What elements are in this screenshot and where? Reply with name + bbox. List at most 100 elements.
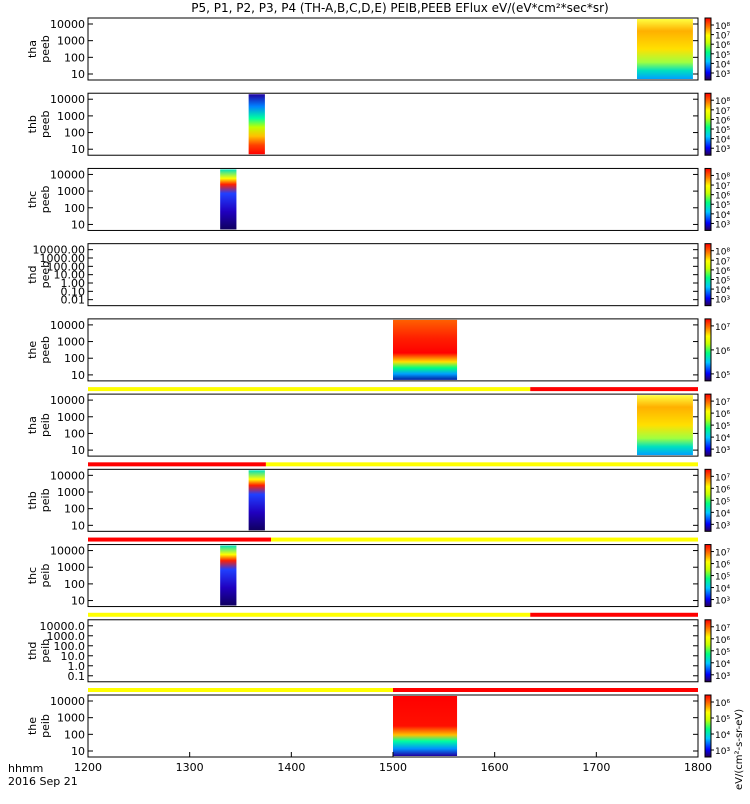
- y-tick-label: 1000: [57, 185, 85, 198]
- colorbar-tick-label: 10⁴: [715, 60, 730, 70]
- colorbar-tick-label: 10³: [715, 521, 730, 531]
- panel-label-instrument: peeb: [39, 261, 52, 289]
- panel-label-probe: thd: [26, 642, 39, 660]
- colorbar-tick-label: 10⁷: [715, 398, 730, 408]
- y-tick-label: 100: [64, 728, 85, 741]
- colorbar-tick-label: 10⁵: [715, 371, 730, 381]
- colorbar-tick-label: 10³: [715, 70, 730, 80]
- y-tick-label: 1000: [57, 35, 85, 48]
- panel-frame: [87, 544, 699, 608]
- panel-tha-peib: 10000 1000 100 10 tha peib 10⁷ 10⁶ 10⁵ 10⁴ 10³: [26, 387, 730, 457]
- y-tick-label: 100.00: [47, 260, 86, 273]
- y-tick-label: 10: [71, 519, 85, 532]
- colorbar-tick-label: 10⁵: [715, 51, 730, 61]
- panel-label-instrument: peib: [39, 714, 52, 738]
- panel-frame: [87, 243, 699, 307]
- colorbar-tick-label: 10⁶: [715, 410, 730, 420]
- colorbar-tick-label: 10⁸: [715, 248, 730, 258]
- colorbar-tick-label: 10⁷: [715, 624, 730, 634]
- colorbar-tick-label: 10³: [715, 672, 730, 682]
- colorbar-tick-label: 10⁶: [715, 485, 730, 495]
- y-tick-label: 100: [64, 127, 85, 140]
- panel-thb-peib: 10000 1000 100 10 thb peib 10⁷ 10⁶ 10⁵ 10⁴ 10³: [26, 462, 730, 532]
- panel-label-instrument: peeb: [39, 35, 52, 63]
- x-axis: 1200 1300 1400 1500 1600 1700 1800: [74, 752, 712, 774]
- status-bar-left: [88, 612, 531, 617]
- y-tick-label: 1000: [57, 712, 85, 725]
- x-tick-label: 1300: [176, 761, 204, 774]
- y-tick-label: 10: [71, 68, 85, 81]
- status-bar-right: [530, 387, 698, 392]
- colorbar-tick-label: 10⁶: [715, 347, 730, 357]
- x-axis-label-date: 2016 Sep 21: [8, 775, 78, 788]
- colorbar-tick-label: 10⁵: [715, 573, 730, 583]
- data-block-0: [220, 169, 237, 230]
- colorbar-tick-label: 10⁸: [715, 22, 730, 32]
- colorbar: [704, 243, 712, 307]
- colorbar-tick-label: 10⁵: [715, 201, 730, 211]
- colorbar-tick-label: 10⁷: [715, 107, 730, 117]
- y-tick-label: 10: [71, 218, 85, 231]
- panel-label-probe: thc: [26, 567, 39, 584]
- y-tick-label: 10000.0: [40, 620, 86, 633]
- panel-label-instrument: peib: [39, 413, 52, 437]
- y-tick-label: 100: [64, 352, 85, 365]
- y-tick-label: 1.00: [61, 277, 86, 290]
- x-tick-label: 1700: [582, 761, 610, 774]
- panel-label-probe: thb: [26, 115, 39, 133]
- colorbar-tick-label: 10⁸: [715, 172, 730, 182]
- y-tick-label: 10: [71, 143, 85, 156]
- y-tick-label: 10: [71, 595, 85, 608]
- panel-frame: [87, 318, 699, 382]
- colorbar-tick-label: 10⁴: [715, 509, 730, 519]
- colorbar-tick-label: 10⁵: [715, 648, 730, 658]
- colorbar: [704, 393, 712, 457]
- colorbar-tick-label: 10³: [715, 220, 730, 230]
- y-tick-label: 100: [64, 51, 85, 64]
- y-tick-label: 1000.00: [40, 252, 86, 265]
- status-bar-right: [393, 688, 698, 692]
- panel-label-instrument: peib: [39, 639, 52, 663]
- panel-label-probe: thc: [26, 191, 39, 208]
- colorbar-tick-label: 10⁴: [715, 136, 730, 146]
- y-tick-label: 100: [64, 202, 85, 215]
- colorbar-tick-label: 10⁴: [715, 660, 730, 670]
- y-tick-label: 100: [64, 578, 85, 591]
- colorbar-tick-label: 10³: [715, 296, 730, 306]
- y-tick-label: 100.0: [54, 640, 86, 653]
- y-tick-label: 10000.00: [33, 244, 86, 257]
- colorbar-tick-label: 10³: [715, 597, 730, 607]
- panel-label-probe: thd: [26, 266, 39, 284]
- colorbar-unit-label: eV/(cm²-s-sr-eV): [734, 709, 745, 790]
- y-tick-label: 10000: [50, 168, 85, 181]
- colorbar-tick-label: 10⁶: [715, 561, 730, 571]
- colorbar-tick-label: 10⁷: [715, 257, 730, 267]
- panel-frame: [87, 167, 699, 231]
- x-tick-label: 1400: [277, 761, 305, 774]
- x-axis-label-hhmm: hhmm: [8, 762, 43, 775]
- y-tick-label: 0.01: [61, 294, 86, 307]
- panel-frame: [87, 393, 699, 457]
- x-tick-label: 1200: [74, 761, 102, 774]
- colorbar-tick-label: 10⁵: [715, 497, 730, 507]
- colorbar-tick-label: 10⁷: [715, 32, 730, 42]
- colorbar-tick-label: 10⁶: [715, 41, 730, 51]
- y-tick-label: 10000: [50, 545, 85, 558]
- panel-the-peeb: 10000 1000 100 10 the peeb 10⁷ 10⁶ 10⁵: [26, 318, 730, 382]
- status-bar-left: [88, 688, 393, 692]
- panel-frame: [87, 92, 699, 156]
- panel-label-instrument: peib: [39, 488, 52, 512]
- y-tick-label: 100: [64, 503, 85, 516]
- y-tick-label: 10: [71, 745, 85, 758]
- y-tick-label: 1000: [57, 110, 85, 123]
- colorbar-tick-label: 10³: [715, 446, 730, 456]
- panel-label-probe: tha: [26, 40, 39, 58]
- y-tick-label: 100: [64, 427, 85, 440]
- colorbar-tick-label: 10³: [715, 747, 730, 757]
- colorbar: [704, 167, 712, 231]
